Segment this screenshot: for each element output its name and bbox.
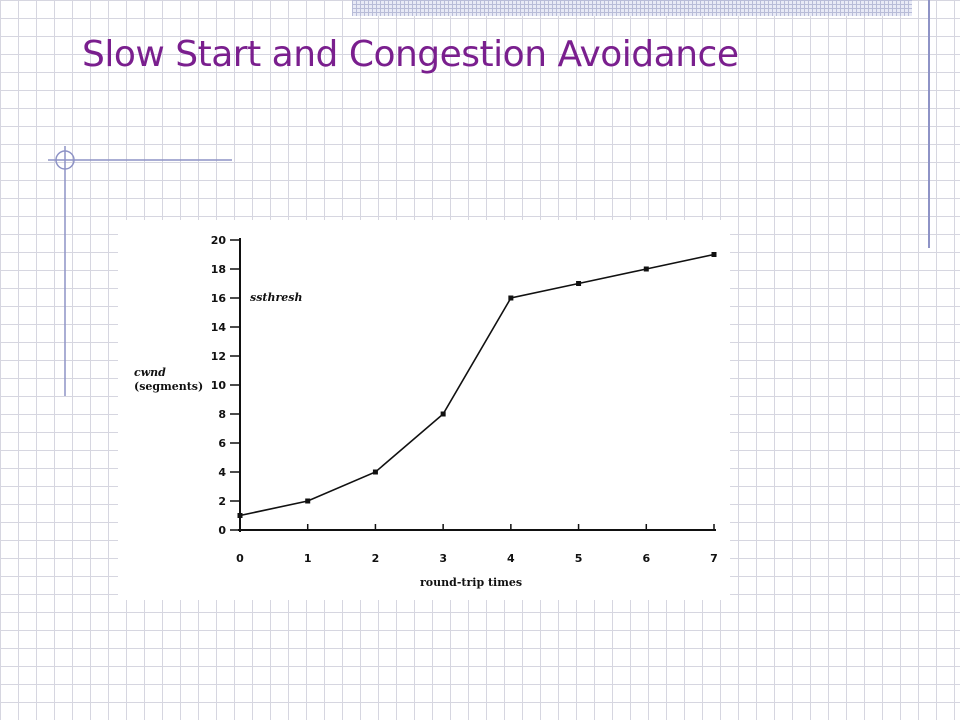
y-tick-label: 14 [211, 321, 227, 334]
cwnd-data-point [372, 469, 378, 475]
cwnd-series-line [239, 253, 715, 517]
y-tick-label: 8 [218, 408, 226, 421]
x-tick-label: 0 [236, 552, 244, 565]
axes-layer [238, 238, 716, 532]
x-tick-label: 7 [710, 552, 718, 565]
cwnd-data-point [711, 252, 717, 257]
x-tick-label: 2 [372, 552, 380, 565]
x-tick-label: 1 [304, 552, 312, 565]
x-tick-label: 4 [507, 552, 515, 565]
y-axis-label-line-2: (segments) [134, 380, 204, 393]
y-tick-label: 12 [211, 350, 226, 363]
ssthresh-annotation: ssthresh [250, 291, 303, 304]
cwnd-data-point [440, 411, 446, 417]
x-tick-label: 6 [642, 552, 650, 565]
x-tick-label: 3 [439, 552, 447, 565]
x-tick-label: 5 [575, 552, 583, 565]
y-tick-label: 6 [218, 437, 226, 450]
cwnd-data-point [643, 266, 649, 272]
y-axis-label-line-1: cwnd [134, 366, 166, 379]
y-tick-label: 2 [218, 495, 226, 508]
series-layer [237, 252, 717, 518]
slide-title: Slow Start and Congestion Avoidance [82, 34, 739, 75]
cwnd-data-point [305, 498, 311, 504]
y-tick-label: 16 [211, 292, 227, 305]
cwnd-data-point [576, 281, 582, 286]
y-tick-label: 0 [218, 524, 226, 537]
y-axis-label: cwnd (segments) [134, 366, 203, 394]
cwnd-data-point [237, 513, 243, 518]
right-accent-rule [928, 0, 930, 248]
y-tick-label: 20 [211, 234, 227, 247]
header-pattern-band [352, 0, 912, 16]
y-tick-label: 18 [211, 263, 226, 276]
cwnd-data-point [508, 295, 514, 301]
y-tick-label: 10 [211, 379, 227, 392]
cwnd-chart: 0 2 4 6 8 10 12 14 16 18 20 0 1 2 3 4 5 6 7 ssthresh cwnd … [118, 220, 730, 600]
y-tick-label: 4 [218, 466, 226, 479]
x-axis-label: round-trip times [420, 576, 523, 589]
ornament-circle [55, 150, 75, 170]
